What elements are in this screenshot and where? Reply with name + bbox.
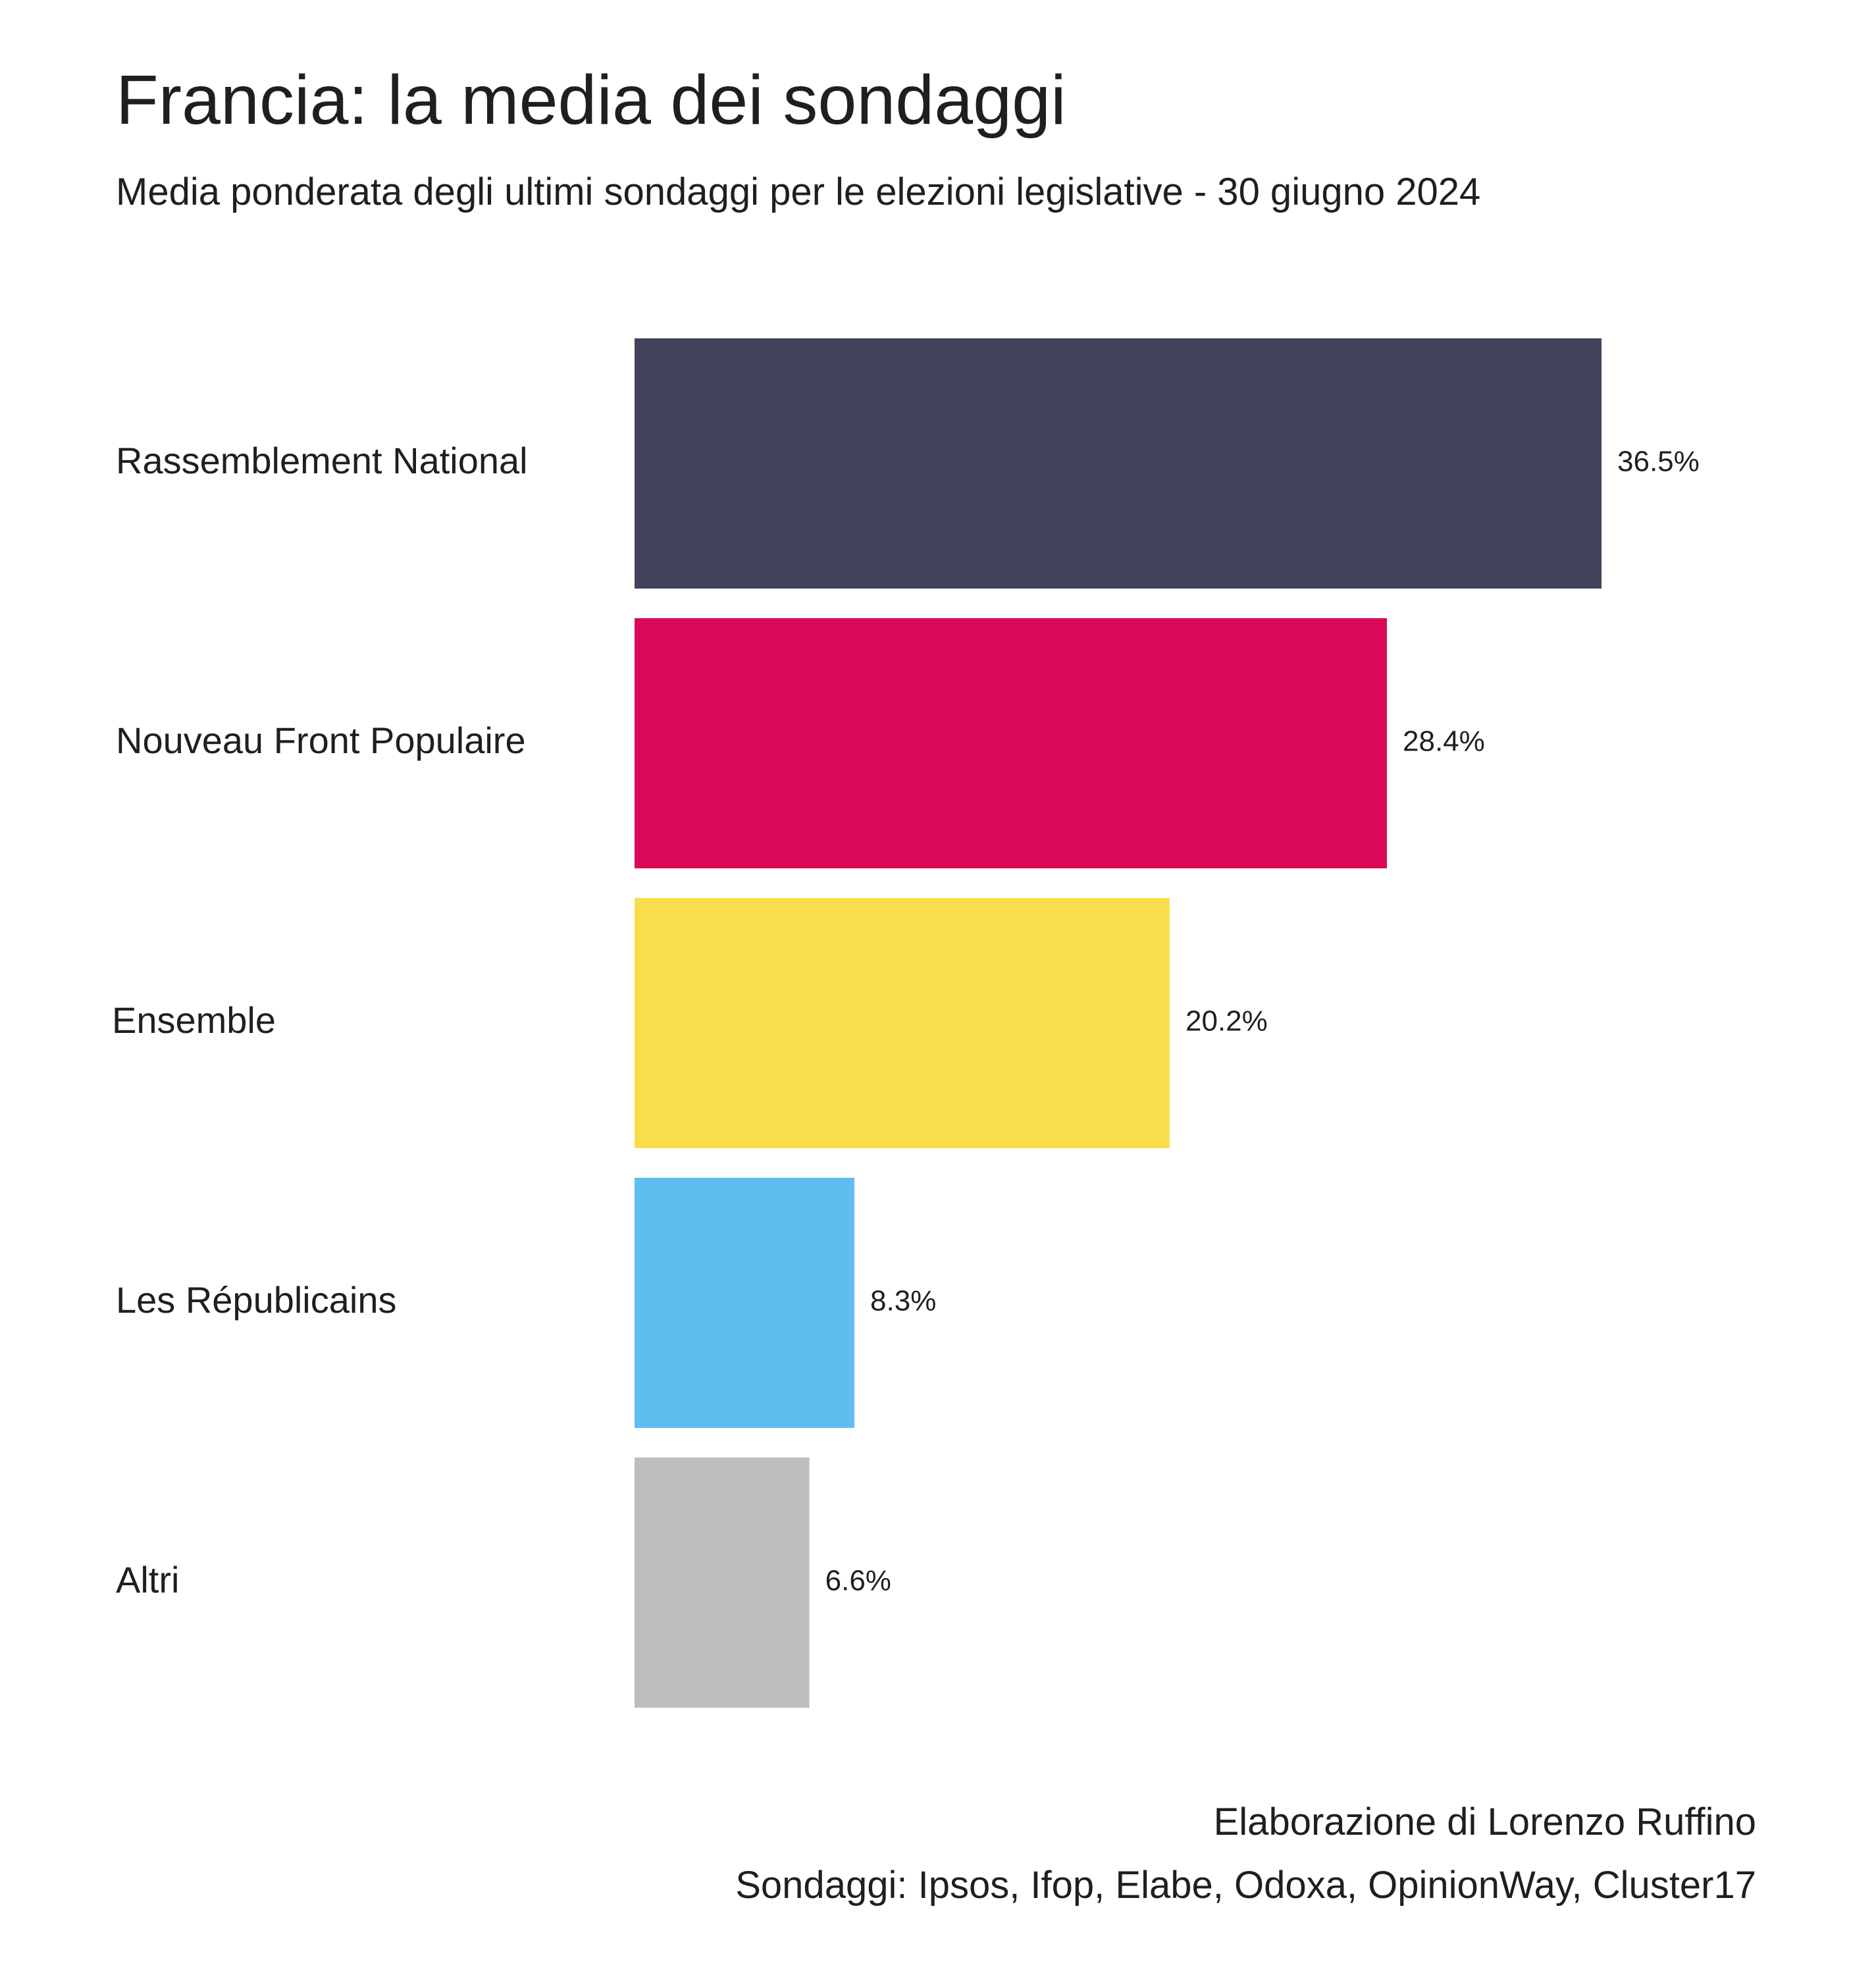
bar-rassemblement-national [635,338,1602,589]
category-label-nouveau-front-populaire: Nouveau Front Populaire [116,720,526,761]
value-label-group: 36.5% 28.4% 20.2% 8.3% 6.6% [825,446,1700,1597]
bar-ensemble [635,898,1170,1148]
category-label-rassemblement-national: Rassemblement National [116,440,528,481]
category-label-les-republicains: Les Républicains [116,1279,396,1321]
bar-nouveau-front-populaire [635,618,1388,868]
source-credit: Sondaggi: Ipsos, Ifop, Elabe, Odoxa, Opi… [735,1864,1756,1907]
author-credit: Elaborazione di Lorenzo Ruffino [1213,1801,1756,1843]
category-label-altri: Altri [116,1559,179,1600]
value-label-ensemble: 20.2% [1186,1005,1268,1038]
bar-group [635,338,1602,1708]
value-label-les-republicains: 8.3% [870,1285,936,1317]
value-label-nouveau-front-populaire: 28.4% [1403,725,1485,758]
chart-subtitle: Media ponderata degli ultimi sondaggi pe… [116,171,1481,213]
value-label-rassemblement-national: 36.5% [1617,446,1700,478]
category-label-group: Rassemblement National Nouveau Front Popu… [112,440,528,1600]
bar-les-republicains [635,1178,855,1428]
chart-title: Francia: la media dei sondaggi [116,61,1066,139]
value-label-altri: 6.6% [825,1565,891,1597]
category-label-ensemble: Ensemble [112,999,276,1041]
chart-credits: Elaborazione di Lorenzo Ruffino Sondaggi… [735,1791,1756,1917]
bar-altri [635,1458,810,1708]
